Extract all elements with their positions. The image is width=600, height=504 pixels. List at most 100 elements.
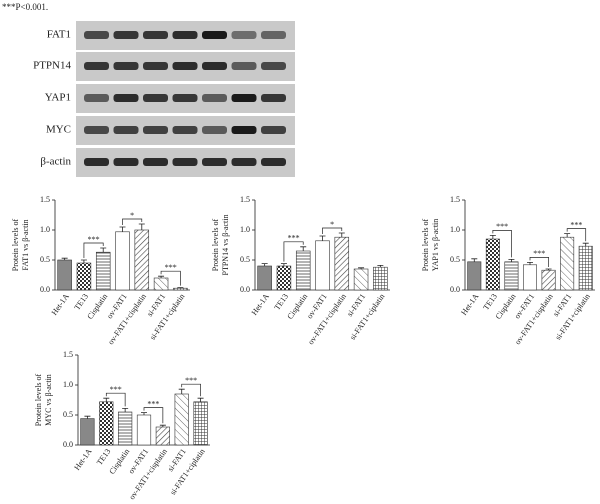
y-axis-label: Protein levels ofPTPN14 vs β-actin <box>211 215 230 276</box>
x-tick-label: TE13 <box>481 292 499 312</box>
band <box>172 31 198 39</box>
y-axis-label-line: YAP1 vs β-actin <box>431 219 440 272</box>
y-axis-label-line: Protein levels of <box>421 218 430 271</box>
bar <box>136 414 152 446</box>
band <box>202 94 227 102</box>
significance-label: * <box>330 220 334 229</box>
band <box>231 62 257 70</box>
x-tick-label: Het-1A <box>459 292 480 317</box>
significance-bracket <box>283 241 304 262</box>
y-axis-label: Protein levels ofYAP1 vs β-actin <box>421 218 440 271</box>
bar <box>174 393 189 446</box>
bar <box>504 261 519 291</box>
significance-label: *** <box>496 222 508 231</box>
y-tick-label: 0.0 <box>240 285 250 294</box>
x-tick-label: Het-1A <box>72 447 93 472</box>
error-bar <box>280 263 287 266</box>
band <box>261 126 286 134</box>
significance-bracket <box>122 218 143 225</box>
error-bar <box>119 226 126 232</box>
y-tick-label: 1.5 <box>63 350 73 359</box>
significance-label: *** <box>110 385 122 394</box>
significance-bracket <box>83 242 104 258</box>
error-bar <box>80 259 87 263</box>
error-bar <box>100 247 107 253</box>
y-tick-label: 0.0 <box>450 285 460 294</box>
significance-label: *** <box>147 399 159 408</box>
error-bar <box>159 424 166 427</box>
bar <box>80 418 95 446</box>
error-bar <box>103 397 110 402</box>
band <box>84 62 109 70</box>
y-tick-label: 0.0 <box>63 440 73 449</box>
band <box>84 94 109 102</box>
bar <box>276 265 292 291</box>
error-bar <box>138 223 145 230</box>
y-axis-label-line: Protein levels of <box>11 218 20 271</box>
bar <box>578 245 593 291</box>
significance-bracket <box>566 228 587 242</box>
x-tick-label: TE13 <box>95 447 113 467</box>
blot-label: YAP1 <box>45 92 71 104</box>
band <box>202 62 227 70</box>
blot-label: PTPN14 <box>33 60 71 72</box>
bar <box>353 268 369 291</box>
bar <box>523 264 537 291</box>
bar <box>57 259 72 291</box>
significance-bracket <box>529 257 549 267</box>
band <box>202 31 227 39</box>
bar <box>541 269 556 291</box>
band <box>231 158 257 166</box>
error-bar <box>122 408 129 412</box>
significance-bracket <box>143 407 164 424</box>
significance-label: *** <box>88 235 100 244</box>
error-bar <box>61 257 68 260</box>
error-bar <box>545 268 552 271</box>
bar <box>153 277 169 291</box>
significance-label: *** <box>165 263 177 272</box>
blot-label: β-actin <box>40 156 71 168</box>
error-bar <box>582 242 589 247</box>
band <box>143 62 168 70</box>
significance-label: *** <box>533 249 545 258</box>
x-tick-label: TE13 <box>272 292 290 312</box>
band <box>113 94 139 102</box>
error-bar <box>261 263 268 266</box>
band <box>261 94 286 102</box>
significance-bracket <box>322 227 343 234</box>
band <box>84 158 109 166</box>
error-bar <box>489 235 496 239</box>
bar <box>467 261 482 291</box>
bar <box>173 287 188 291</box>
bar <box>99 401 114 446</box>
y-tick-label: 1.5 <box>240 195 250 204</box>
y-tick-label: 0.5 <box>240 255 250 264</box>
band <box>231 31 257 39</box>
error-bar <box>358 267 365 269</box>
band <box>113 62 139 70</box>
band <box>172 62 198 70</box>
bar <box>115 231 130 291</box>
x-tick-label: Het-1A <box>50 292 71 317</box>
y-tick-label: 0.0 <box>40 285 50 294</box>
error-bar <box>508 259 515 262</box>
error-bar <box>178 388 185 394</box>
band <box>172 94 198 102</box>
error-bar <box>141 412 147 415</box>
band <box>231 94 257 102</box>
bar <box>155 426 170 446</box>
y-tick-label: 0.5 <box>450 255 460 264</box>
band <box>231 126 257 134</box>
band <box>113 158 139 166</box>
y-axis-label-line: FAT1 vs β-actin <box>21 219 30 270</box>
band <box>143 158 168 166</box>
significance-bracket <box>105 392 126 407</box>
y-tick-label: 1.5 <box>40 195 50 204</box>
bar <box>193 401 208 446</box>
bar <box>76 262 92 291</box>
x-tick-label: TE13 <box>72 292 90 312</box>
y-axis-label: Protein levels ofFAT1 vs β-actin <box>11 218 30 271</box>
band <box>261 158 286 166</box>
blot-bands <box>84 31 286 166</box>
